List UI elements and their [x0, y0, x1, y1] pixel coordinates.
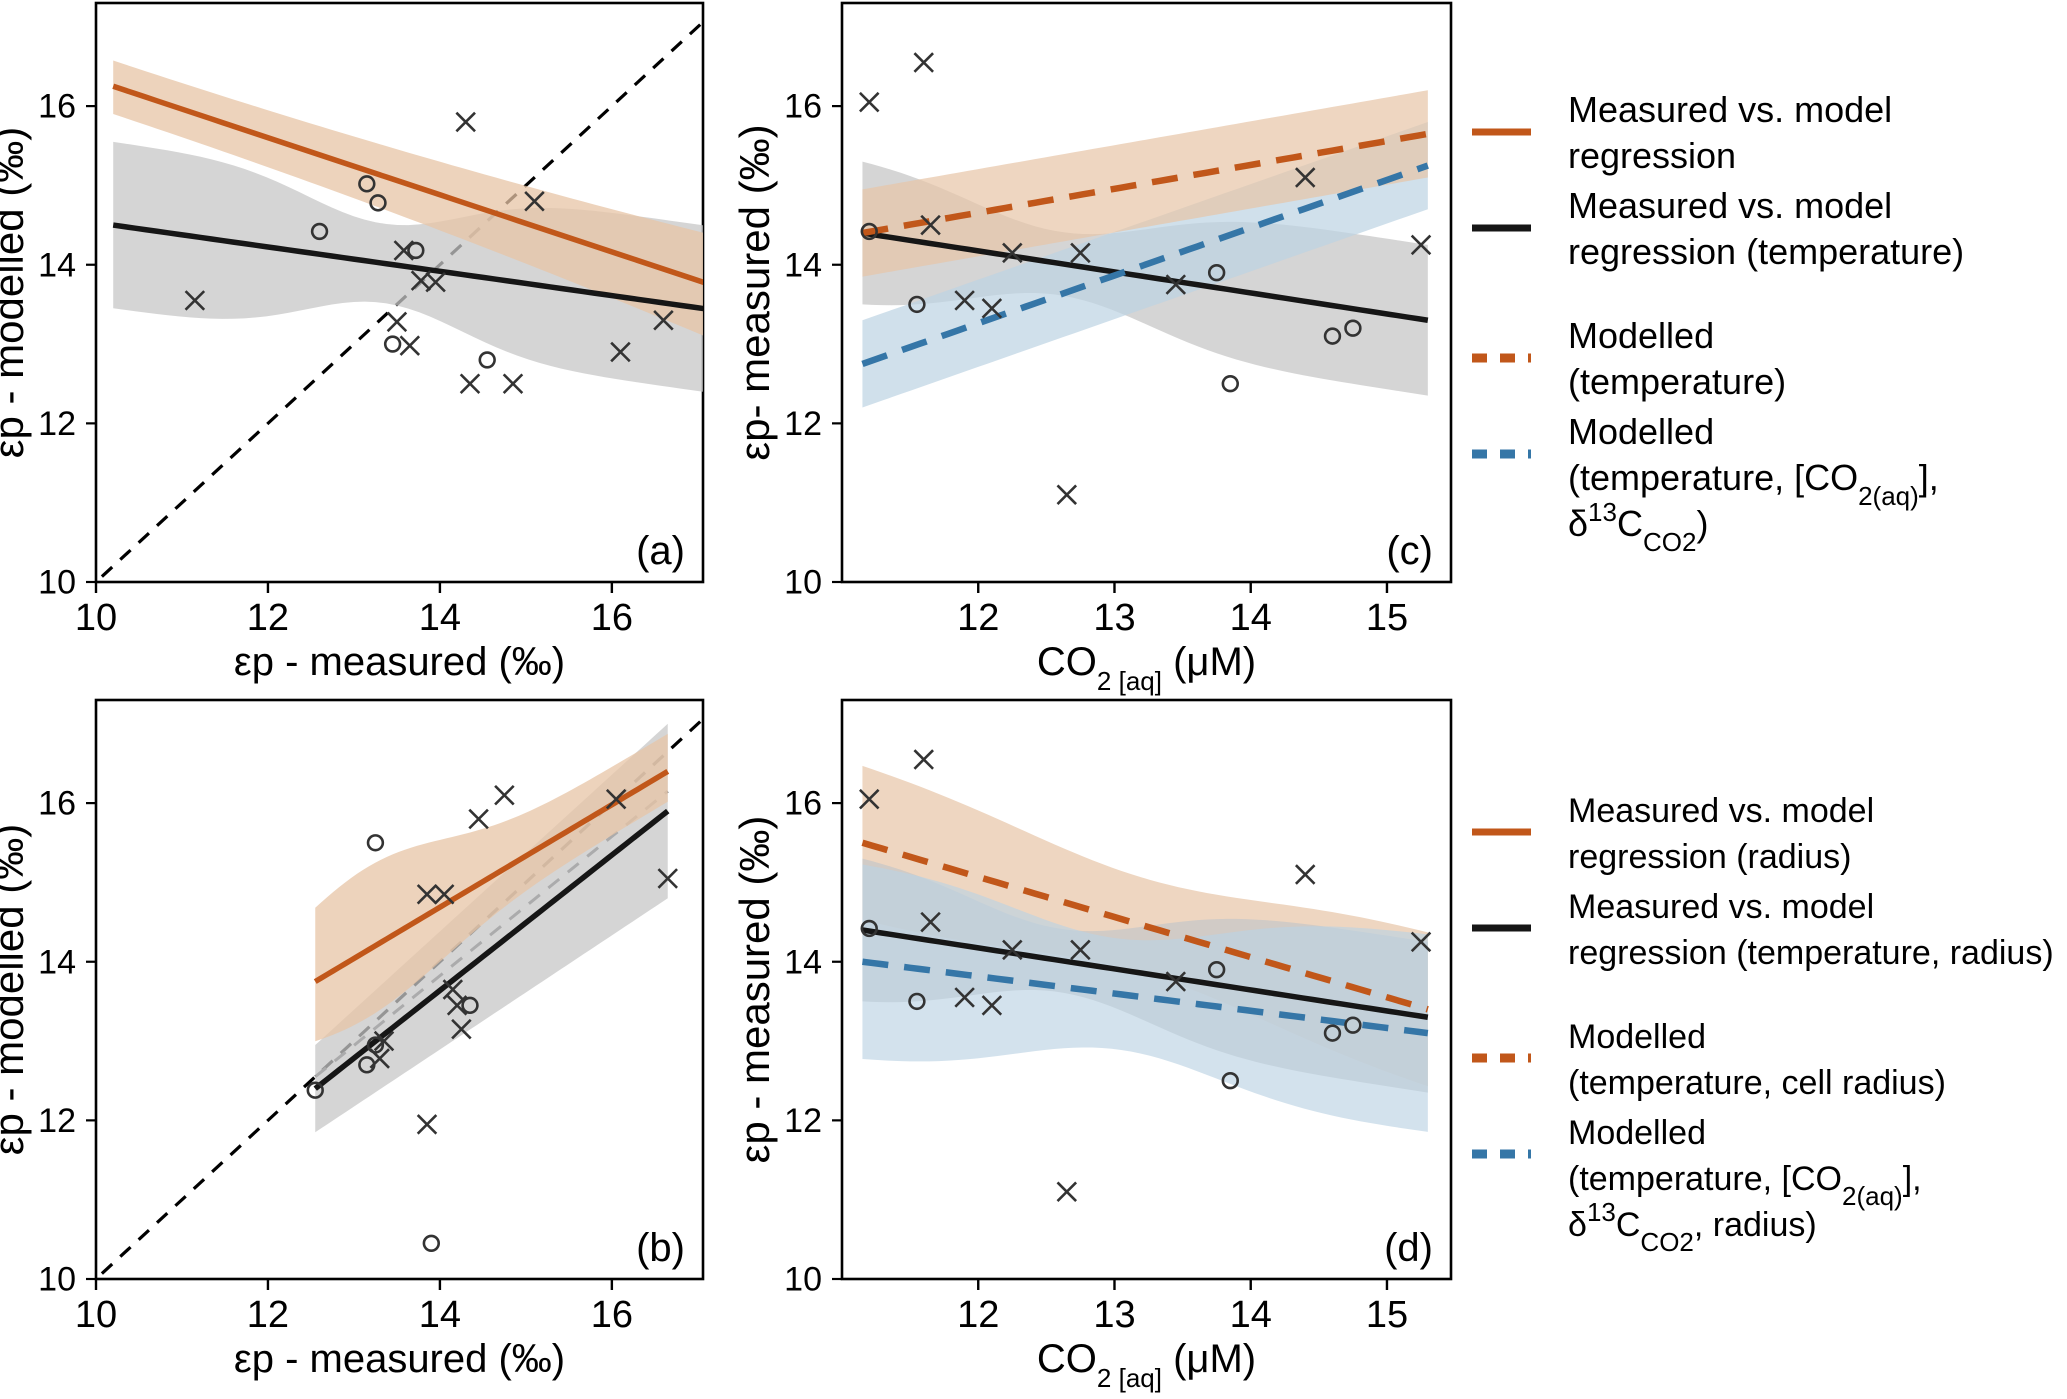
svg-text:12: 12 — [784, 1102, 822, 1140]
svg-text:16: 16 — [38, 88, 76, 126]
svg-text:16: 16 — [38, 785, 76, 823]
svg-text:10: 10 — [75, 597, 117, 639]
svg-text:16: 16 — [591, 597, 633, 639]
svg-text:16: 16 — [591, 1294, 633, 1336]
svg-text:εp- measured (‰): εp- measured (‰) — [731, 124, 778, 460]
svg-text:εp - measured (‰): εp - measured (‰) — [731, 816, 778, 1164]
svg-text:Modelled: Modelled — [1568, 411, 1714, 452]
svg-text:15: 15 — [1366, 597, 1408, 639]
svg-text:14: 14 — [1230, 1294, 1272, 1336]
svg-text:εp - measured (‰): εp - measured (‰) — [234, 1337, 565, 1381]
svg-text:regression (temperature, radiu: regression (temperature, radius) — [1568, 934, 2054, 972]
svg-text:Measured vs. model: Measured vs. model — [1568, 888, 1874, 926]
svg-text:εp - modelled (‰): εp - modelled (‰) — [0, 824, 32, 1156]
svg-text:Modelled: Modelled — [1568, 315, 1714, 356]
svg-text:regression (temperature): regression (temperature) — [1568, 231, 1964, 272]
svg-text:12: 12 — [38, 405, 76, 443]
svg-text:Measured vs. model: Measured vs. model — [1568, 792, 1874, 830]
svg-text:Measured vs. model: Measured vs. model — [1568, 185, 1892, 226]
svg-text:14: 14 — [784, 943, 822, 981]
svg-text:10: 10 — [38, 1261, 76, 1299]
svg-text:12: 12 — [957, 597, 999, 639]
svg-text:10: 10 — [75, 1294, 117, 1336]
svg-text:10: 10 — [784, 564, 822, 602]
svg-text:12: 12 — [38, 1102, 76, 1140]
svg-text:εp - measured (‰): εp - measured (‰) — [234, 640, 565, 684]
svg-text:14: 14 — [419, 597, 461, 639]
svg-text:(d): (d) — [1384, 1226, 1433, 1270]
svg-text:regression: regression — [1568, 135, 1736, 176]
svg-text:Modelled: Modelled — [1568, 1018, 1706, 1056]
svg-text:10: 10 — [38, 564, 76, 602]
svg-text:12: 12 — [784, 405, 822, 443]
svg-text:13: 13 — [1093, 597, 1135, 639]
svg-text:13: 13 — [1093, 1294, 1135, 1336]
svg-text:14: 14 — [38, 246, 76, 284]
svg-text:16: 16 — [784, 88, 822, 126]
svg-text:10: 10 — [784, 1261, 822, 1299]
svg-text:12: 12 — [247, 597, 289, 639]
svg-text:(a): (a) — [636, 529, 685, 573]
svg-text:14: 14 — [784, 246, 822, 284]
svg-text:εp - modelled (‰): εp - modelled (‰) — [0, 127, 32, 459]
svg-text:Measured vs. model: Measured vs. model — [1568, 89, 1892, 130]
svg-text:(temperature): (temperature) — [1568, 361, 1786, 402]
svg-text:(b): (b) — [636, 1226, 685, 1270]
svg-text:16: 16 — [784, 785, 822, 823]
svg-text:(c): (c) — [1386, 529, 1433, 573]
svg-text:14: 14 — [38, 943, 76, 981]
svg-text:14: 14 — [1230, 597, 1272, 639]
svg-text:Modelled: Modelled — [1568, 1114, 1706, 1152]
svg-text:14: 14 — [419, 1294, 461, 1336]
svg-text:regression (radius): regression (radius) — [1568, 838, 1851, 876]
svg-text:12: 12 — [247, 1294, 289, 1336]
svg-text:12: 12 — [957, 1294, 999, 1336]
svg-text:15: 15 — [1366, 1294, 1408, 1336]
svg-text:(temperature, cell radius): (temperature, cell radius) — [1568, 1064, 1946, 1102]
